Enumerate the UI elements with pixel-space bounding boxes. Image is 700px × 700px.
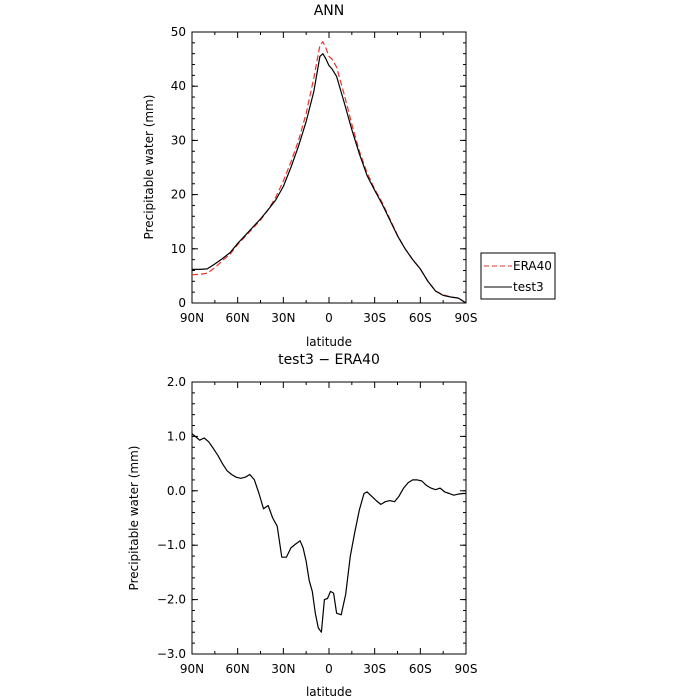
y-tick-label: 1.0 xyxy=(167,429,186,443)
legend-label-era40: ERA40 xyxy=(513,259,552,273)
series-line-era40 xyxy=(191,41,467,304)
series-group xyxy=(191,41,467,304)
y-tick-label: 0 xyxy=(178,296,186,310)
x-tick-label: 60S xyxy=(409,662,432,676)
x-tick-label: 90N xyxy=(180,662,204,676)
y-ticks: 2.0 1.0 0.0 −1.0 −2.0 −3.0 xyxy=(157,375,466,661)
chart-title: test3 − ERA40 xyxy=(278,352,380,368)
y-tick-label: −1.0 xyxy=(157,538,186,552)
x-ticks: 90N 60N 30N 0 30S 60S 90S xyxy=(180,32,478,325)
x-tick-label: 60S xyxy=(409,311,432,325)
x-tick-label: 30S xyxy=(363,311,386,325)
series-group xyxy=(191,433,466,633)
x-tick-label: 30N xyxy=(271,311,295,325)
y-axis-label: Precipitable water (mm) xyxy=(142,95,156,240)
chart-annual-precipitable-water: ANN 90N 60N 30N 0 30S 60S 90S 0 10 20 30 40 50 lati… xyxy=(142,3,556,349)
x-tick-label: 90N xyxy=(180,311,204,325)
x-tick-label: 0 xyxy=(325,662,333,676)
chart-difference: test3 − ERA40 90N 60N 30N 0 30S 60S 90S 2.0 1.0… xyxy=(127,352,477,699)
y-tick-label: 40 xyxy=(171,79,186,93)
legend-label-test3: test3 xyxy=(513,280,544,294)
x-ticks: 90N 60N 30N 0 30S 60S 90S xyxy=(180,382,478,676)
y-tick-label: 0.0 xyxy=(167,484,186,498)
y-tick-label: 10 xyxy=(171,242,186,256)
y-tick-label: −3.0 xyxy=(157,647,186,661)
x-tick-label: 60N xyxy=(226,311,250,325)
chart-title: ANN xyxy=(314,3,345,19)
plot-frame xyxy=(191,31,467,304)
x-tick-label: 30N xyxy=(271,662,295,676)
x-tick-label: 90S xyxy=(455,311,478,325)
y-ticks: 0 10 20 30 40 50 xyxy=(171,25,466,310)
x-tick-label: 90S xyxy=(455,662,478,676)
legend: ERA40 test3 xyxy=(480,252,556,300)
x-tick-label: 30S xyxy=(363,662,386,676)
y-tick-label: 20 xyxy=(171,188,186,202)
x-axis-label: latitude xyxy=(306,685,352,699)
plot-frame xyxy=(191,381,467,655)
x-tick-label: 0 xyxy=(325,311,333,325)
legend-box xyxy=(480,252,556,300)
y-tick-label: 50 xyxy=(171,25,186,39)
x-tick-label: 60N xyxy=(226,662,250,676)
series-line-test3 xyxy=(192,53,467,304)
y-axis-label: Precipitable water (mm) xyxy=(127,446,141,591)
y-tick-label: 2.0 xyxy=(167,375,186,389)
x-axis-label: latitude xyxy=(306,335,352,349)
series-line-difference xyxy=(191,433,466,633)
y-tick-label: −2.0 xyxy=(157,593,186,607)
y-tick-label: 30 xyxy=(171,133,186,147)
